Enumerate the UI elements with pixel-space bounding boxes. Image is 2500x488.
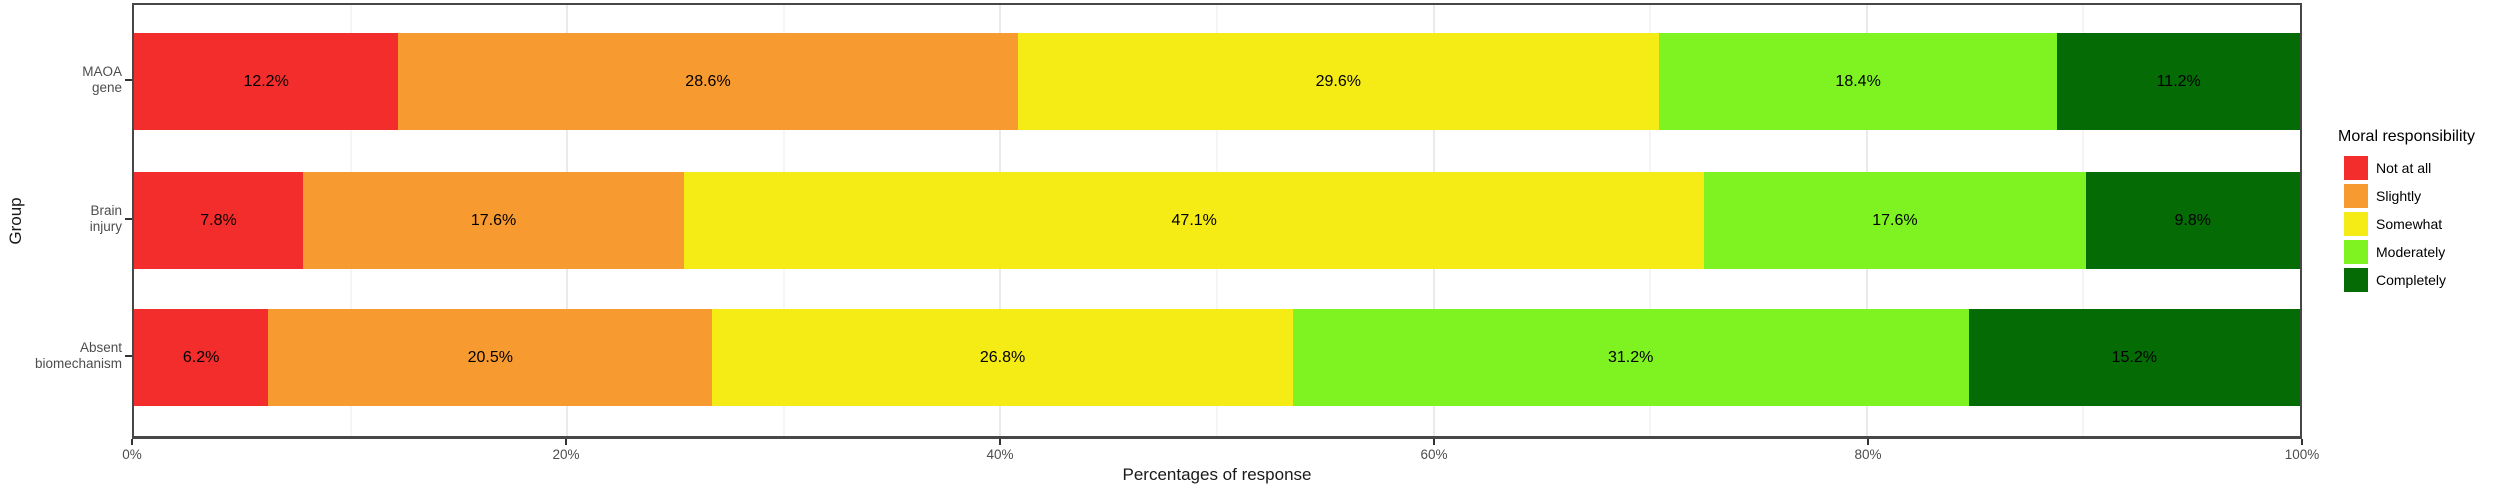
legend-item-label: Not at all (2376, 160, 2432, 176)
legend: Moral responsibility Not at all Slightly S… (2338, 128, 2498, 296)
legend-title: Moral responsibility (2338, 128, 2475, 145)
segment-label: 6.2% (182, 348, 220, 366)
legend-item-somewhat: Somewhat (2344, 212, 2498, 236)
bar-segment-moderately: 31.2% (1292, 309, 1969, 406)
y-tick-mark (125, 217, 132, 220)
bar-segment-completely: 9.8% (2085, 172, 2300, 269)
y-category-label: Brain injury (89, 202, 122, 234)
legend-item-label: Somewhat (2376, 216, 2443, 232)
segment-label: 26.8% (979, 348, 1026, 366)
segment-label: 31.2% (1607, 348, 1654, 366)
y-tick-mark (125, 354, 132, 357)
legend-item-moderately: Moderately (2344, 240, 2498, 264)
x-tick-mark (131, 439, 133, 445)
y-tick-mark (125, 78, 132, 81)
segment-label: 29.6% (1315, 72, 1361, 90)
segment-label: 11.2% (2156, 72, 2201, 90)
x-tick-label: 40% (986, 447, 1014, 462)
segment-label: 7.8% (200, 211, 237, 229)
legend-swatch-icon (2344, 212, 2368, 236)
bar-segment-somewhat: 29.6% (1017, 33, 1659, 130)
x-tick-label: 100% (2284, 447, 2320, 462)
x-tick-label: 0% (122, 447, 142, 462)
bar-segment-completely: 15.2% (1968, 309, 2300, 406)
bar-segment-somewhat: 26.8% (712, 309, 1293, 406)
x-tick-mark (999, 439, 1001, 445)
bar-row: 7.8% 17.6% 47.1% 17.6% 9.8% (134, 172, 2300, 269)
segment-label: 28.6% (685, 72, 731, 90)
legend-swatch-icon (2344, 184, 2368, 208)
bar-segment-slightly: 28.6% (398, 33, 1018, 130)
bar-segment-slightly: 20.5% (268, 309, 713, 406)
segment-label: 15.2% (2111, 348, 2157, 366)
segment-label: 17.6% (470, 211, 517, 229)
x-tick-mark (565, 439, 567, 445)
x-tick-label: 60% (1420, 447, 1448, 462)
legend-swatch-icon (2344, 156, 2368, 180)
bar-segment-completely: 11.2% (2057, 33, 2300, 130)
segment-label: 20.5% (467, 348, 513, 366)
legend-item-label: Completely (2376, 272, 2447, 288)
x-tick-mark (2301, 439, 2303, 445)
x-tick-label: 80% (1854, 447, 1882, 462)
x-axis-title: Percentages of response (1122, 465, 1312, 484)
x-tick-mark (1433, 439, 1435, 445)
legend-item-label: Moderately (2376, 244, 2446, 260)
y-category-label: MAOA gene (82, 63, 122, 95)
x-tick-label: 20% (552, 447, 580, 462)
bar-row: 12.2% 28.6% 29.6% 18.4% 11.2% (134, 33, 2300, 130)
segment-label: 47.1% (1171, 211, 1217, 229)
x-tick-mark (1867, 439, 1869, 445)
legend-swatch-icon (2344, 240, 2368, 264)
bar-segment-not-at-all: 12.2% (134, 33, 399, 130)
segment-label: 17.6% (1872, 211, 1918, 229)
segment-label: 12.2% (243, 72, 289, 90)
legend-item-completely: Completely (2344, 268, 2498, 292)
y-category-label: Absent biomechanism (34, 339, 122, 371)
segment-label: 18.4% (1835, 72, 1881, 90)
bar-segment-moderately: 18.4% (1658, 33, 2058, 130)
bar-segment-not-at-all: 7.8% (134, 172, 303, 269)
bar-segment-somewhat: 47.1% (684, 172, 1705, 269)
bar-row: 6.2% 20.5% 26.8% 31.2% 15.2% (134, 309, 2300, 406)
segment-label: 9.8% (2174, 211, 2211, 229)
legend-item-not-at-all: Not at all (2344, 156, 2498, 180)
legend-item-slightly: Slightly (2344, 184, 2498, 208)
bar-segment-slightly: 17.6% (302, 172, 685, 269)
legend-items: Not at all Slightly Somewhat Moderately Comp… (2338, 156, 2498, 292)
bar-segment-not-at-all: 6.2% (134, 309, 269, 406)
legend-item-label: Slightly (2376, 188, 2422, 204)
legend-swatch-icon (2344, 268, 2368, 292)
bar-segment-moderately: 17.6% (1704, 172, 2086, 269)
plot-panel: 12.2% 28.6% 29.6% 18.4% 11.2% 7.8% 17.6% 47.1% 1… (132, 3, 2302, 439)
